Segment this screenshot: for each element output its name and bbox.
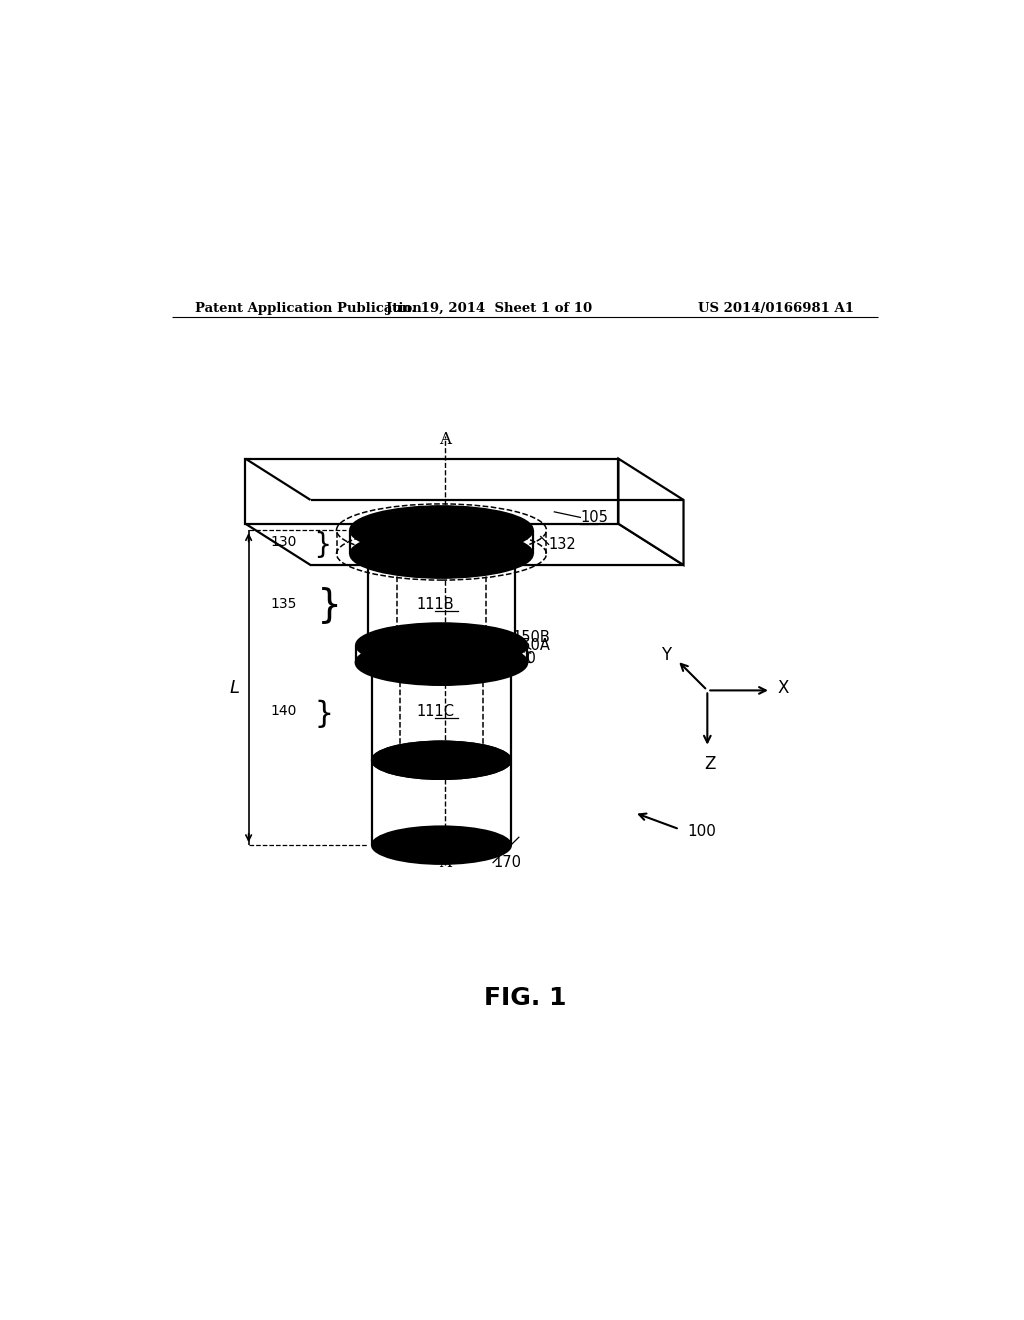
Ellipse shape (350, 531, 532, 578)
Ellipse shape (368, 535, 515, 574)
Text: X: X (778, 678, 790, 697)
Text: 111C: 111C (416, 704, 454, 719)
Ellipse shape (368, 635, 515, 675)
Polygon shape (246, 458, 618, 524)
Ellipse shape (372, 742, 511, 779)
Text: 111A: 111A (416, 535, 454, 549)
Text: 111B: 111B (417, 597, 454, 611)
Text: 150A: 150A (513, 638, 551, 652)
Ellipse shape (372, 742, 511, 779)
Ellipse shape (372, 644, 511, 681)
Polygon shape (618, 458, 684, 565)
Text: 170: 170 (494, 855, 521, 870)
Text: 132: 132 (549, 537, 577, 552)
Text: 160: 160 (509, 651, 537, 667)
Text: {: { (308, 697, 328, 726)
Text: A: A (439, 854, 452, 871)
Text: Jun. 19, 2014  Sheet 1 of 10: Jun. 19, 2014 Sheet 1 of 10 (386, 302, 592, 315)
Text: 150B: 150B (513, 630, 551, 644)
Ellipse shape (372, 826, 511, 863)
Text: A: A (439, 430, 452, 447)
Ellipse shape (350, 507, 532, 554)
Text: {: { (308, 585, 333, 623)
Text: Patent Application Publication: Patent Application Publication (196, 302, 422, 315)
Text: Y: Y (662, 647, 672, 664)
Text: L: L (229, 678, 239, 697)
Polygon shape (246, 524, 684, 565)
Text: FIG. 1: FIG. 1 (483, 986, 566, 1010)
Ellipse shape (356, 623, 526, 667)
Ellipse shape (356, 640, 526, 685)
Text: 140: 140 (270, 705, 297, 718)
Text: 130: 130 (270, 535, 297, 549)
Text: Z: Z (705, 755, 716, 774)
Text: 135: 135 (270, 598, 297, 611)
Text: 105: 105 (581, 510, 608, 525)
Text: {: { (308, 528, 326, 556)
Text: US 2014/0166981 A1: US 2014/0166981 A1 (698, 302, 854, 315)
Text: 100: 100 (687, 824, 717, 840)
